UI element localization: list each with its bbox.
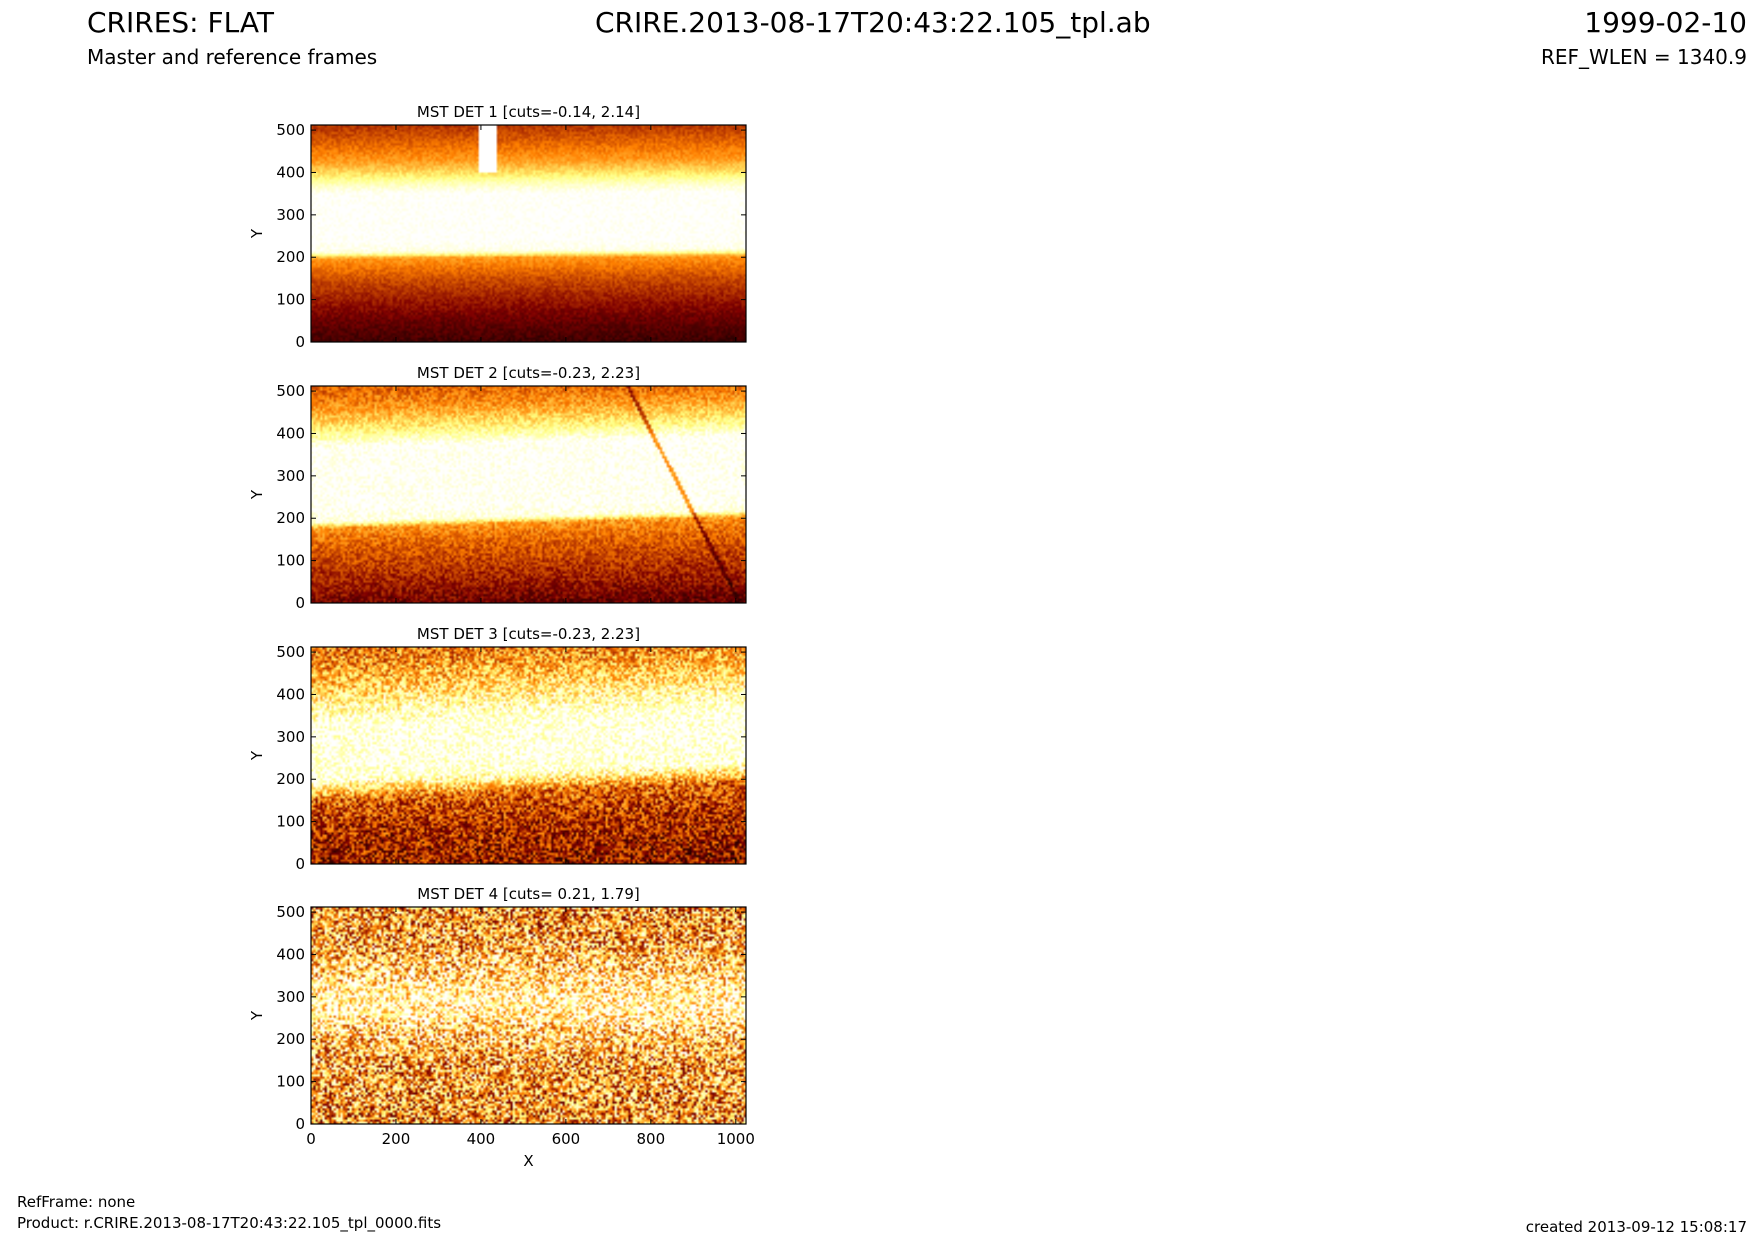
panel-title: MST DET 1 [cuts=-0.14, 2.14] bbox=[417, 103, 640, 121]
y-tick-label: 500 bbox=[276, 903, 305, 921]
y-tick-label: 300 bbox=[276, 467, 305, 485]
y-tick-label: 0 bbox=[295, 855, 305, 873]
y-tick-label: 400 bbox=[276, 945, 305, 963]
y-tick-label: 400 bbox=[276, 424, 305, 442]
file-name: CRIRE.2013-08-17T20:43:22.105_tpl.ab bbox=[595, 6, 1151, 39]
heatmap-image-4 bbox=[311, 907, 746, 1124]
y-tick-label: 300 bbox=[276, 988, 305, 1006]
y-tick-label: 0 bbox=[295, 333, 305, 351]
heatmap-image-2 bbox=[311, 386, 746, 603]
x-tick-label: 800 bbox=[637, 1130, 666, 1148]
x-tick-label: 600 bbox=[552, 1130, 581, 1148]
detector-panel-3: MST DET 3 [cuts=-0.23, 2.23] 0 100 200 300 40… bbox=[248, 625, 747, 873]
detector-panel-1: MST DET 1 [cuts=-0.14, 2.14] 0 100 200 300 40… bbox=[248, 103, 747, 351]
ref-wlen-label: REF_WLEN = 1340.9 bbox=[1540, 45, 1747, 69]
y-axis-label: Y bbox=[248, 1010, 266, 1021]
heatmap-image-1 bbox=[311, 125, 746, 342]
y-tick-label: 500 bbox=[276, 121, 305, 139]
x-tick-label: 200 bbox=[382, 1130, 411, 1148]
detector-panel-2: MST DET 2 [cuts=-0.23, 2.23] 0 100 200 300 40… bbox=[248, 364, 747, 612]
x-tick-label: 400 bbox=[467, 1130, 496, 1148]
y-tick-label: 300 bbox=[276, 728, 305, 746]
y-tick-label: 300 bbox=[276, 206, 305, 224]
product-label: Product: r.CRIRE.2013-08-17T20:43:22.105… bbox=[17, 1214, 442, 1232]
y-tick-label: 500 bbox=[276, 643, 305, 661]
panel-title: MST DET 3 [cuts=-0.23, 2.23] bbox=[417, 625, 640, 643]
y-tick-label: 0 bbox=[295, 1115, 305, 1133]
y-axis-label: Y bbox=[248, 228, 266, 239]
plot-frame bbox=[310, 124, 747, 343]
page-subtitle: Master and reference frames bbox=[87, 45, 378, 69]
y-tick-label: 0 bbox=[295, 594, 305, 612]
y-tick-label: 200 bbox=[276, 248, 305, 266]
y-axis-label: Y bbox=[248, 750, 266, 761]
detector-panel-4: MST DET 4 [cuts= 0.21, 1.79] 0 100 200 300 40… bbox=[248, 885, 755, 1170]
y-tick-label: 100 bbox=[276, 1073, 305, 1091]
x-tick-label: 1000 bbox=[717, 1130, 755, 1148]
heatmap-image-3 bbox=[311, 647, 746, 864]
page-title: CRIRES: FLAT bbox=[87, 6, 274, 39]
refframe-label: RefFrame: none bbox=[17, 1193, 136, 1211]
y-tick-label: 200 bbox=[276, 1030, 305, 1048]
y-tick-label: 500 bbox=[276, 382, 305, 400]
plot-frame bbox=[310, 385, 747, 604]
y-axis-label: Y bbox=[248, 489, 266, 500]
y-tick-label: 200 bbox=[276, 509, 305, 527]
y-tick-label: 200 bbox=[276, 770, 305, 788]
plot-frame bbox=[310, 906, 747, 1125]
plot-frame bbox=[310, 646, 747, 865]
y-tick-label: 100 bbox=[276, 552, 305, 570]
y-tick-label: 100 bbox=[276, 291, 305, 309]
y-tick-label: 400 bbox=[276, 163, 305, 181]
y-tick-label: 100 bbox=[276, 813, 305, 831]
x-tick-label: 0 bbox=[306, 1130, 316, 1148]
created-label: created 2013-09-12 15:08:17 bbox=[1525, 1218, 1747, 1236]
y-tick-label: 400 bbox=[276, 685, 305, 703]
date-label: 1999-02-10 bbox=[1584, 6, 1747, 39]
panel-title: MST DET 4 [cuts= 0.21, 1.79] bbox=[417, 885, 640, 903]
panel-title: MST DET 2 [cuts=-0.23, 2.23] bbox=[417, 364, 640, 382]
x-axis-label: X bbox=[523, 1152, 533, 1170]
